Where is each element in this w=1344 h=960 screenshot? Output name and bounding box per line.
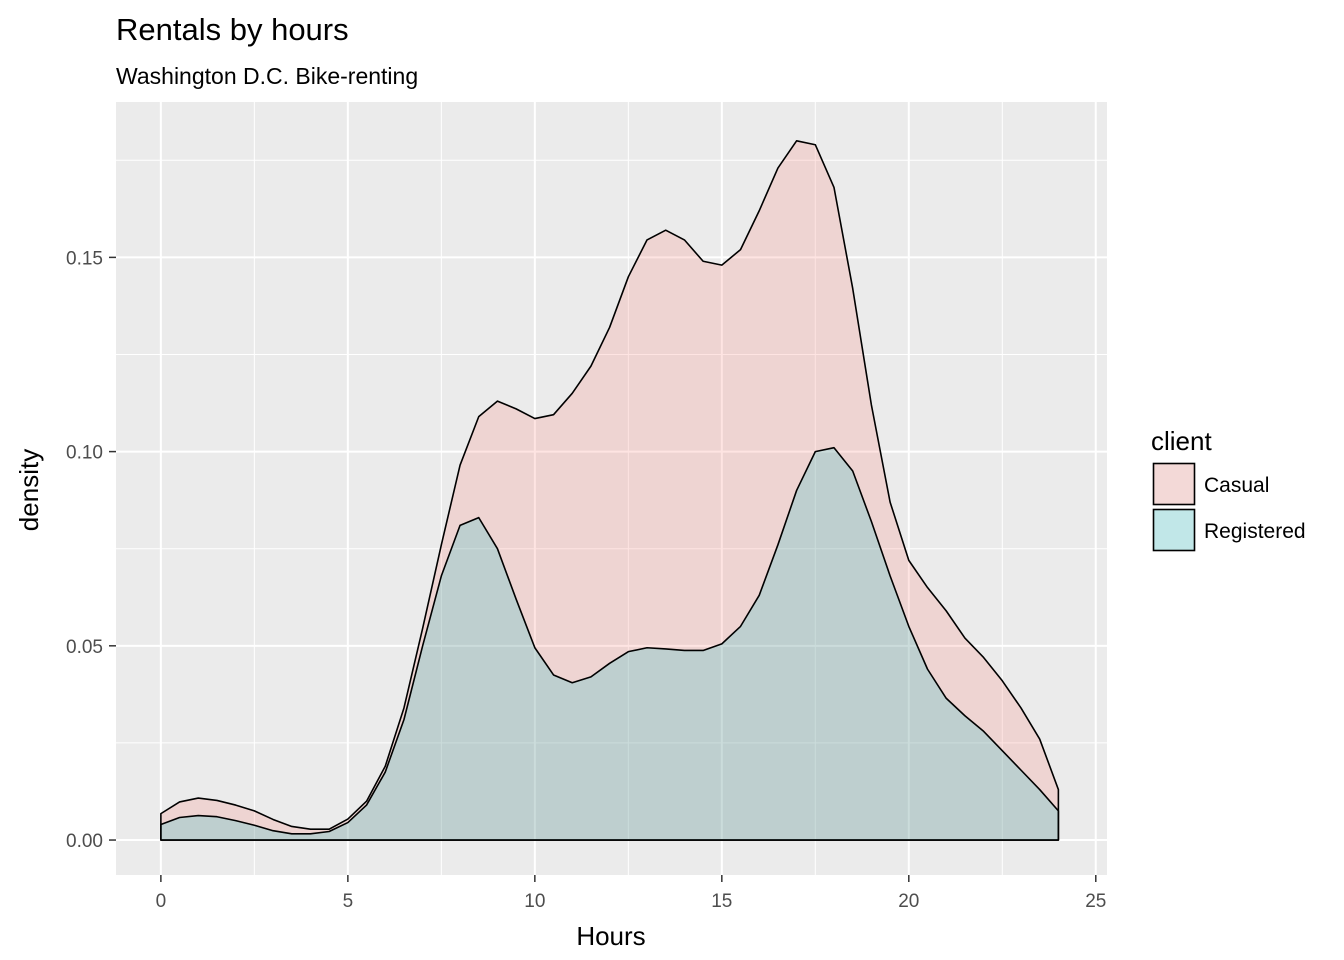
x-tick-label: 0 bbox=[156, 891, 167, 912]
legend-label-registered: Registered bbox=[1204, 520, 1306, 543]
density-area-casual bbox=[160, 140, 1060, 841]
density-areas bbox=[160, 140, 1060, 841]
legend-key-casual bbox=[1152, 462, 1196, 506]
x-tick-label: 10 bbox=[524, 891, 545, 912]
x-tick-label: 20 bbox=[898, 891, 919, 912]
chart-subtitle: Washington D.C. Bike-renting bbox=[116, 63, 418, 89]
y-tick-label: 0.10 bbox=[66, 443, 103, 464]
y-tick-label: 0.15 bbox=[66, 248, 103, 269]
legend-key-registered bbox=[1152, 508, 1196, 552]
x-axis-title: Hours bbox=[576, 921, 645, 951]
legend-key-bg-registered bbox=[1153, 509, 1195, 551]
legend-label-casual: Casual bbox=[1204, 474, 1269, 497]
y-tick-label: 0.00 bbox=[66, 831, 103, 852]
plot-panel bbox=[116, 102, 1107, 875]
legend-title: client bbox=[1151, 426, 1212, 456]
density-area-registered bbox=[160, 446, 1060, 841]
y-axis-title: density bbox=[14, 449, 44, 531]
x-axis: 0 5 10 15 20 25 bbox=[156, 875, 1106, 912]
x-tick-label: 15 bbox=[711, 891, 732, 912]
chart-title: Rentals by hours bbox=[116, 12, 349, 47]
legend-key-bg-casual bbox=[1153, 463, 1195, 505]
y-axis: 0.00 0.05 0.10 0.15 bbox=[66, 248, 116, 852]
legend: client Casual Registered bbox=[1151, 426, 1306, 552]
y-tick-label: 0.05 bbox=[66, 637, 103, 658]
minor-gridlines bbox=[116, 102, 1107, 875]
x-tick-label: 5 bbox=[343, 891, 354, 912]
x-tick-label: 25 bbox=[1085, 891, 1106, 912]
